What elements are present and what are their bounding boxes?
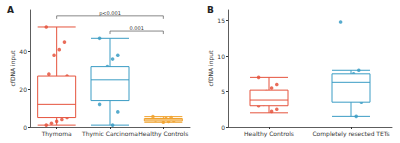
svg-text:B: B xyxy=(207,5,214,15)
svg-text:5: 5 xyxy=(221,88,225,95)
svg-text:0: 0 xyxy=(23,124,27,131)
svg-text:cfDNA input: cfDNA input xyxy=(207,50,215,87)
svg-text:A: A xyxy=(7,5,14,15)
svg-text:Healthy Controls: Healthy Controls xyxy=(138,130,188,138)
svg-text:20: 20 xyxy=(19,86,27,93)
svg-text:Healthy Controls: Healthy Controls xyxy=(244,130,294,138)
svg-text:Thymic Carcinoma: Thymic Carcinoma xyxy=(81,130,138,138)
svg-text:Thymoma: Thymoma xyxy=(41,130,72,138)
svg-text:0.001: 0.001 xyxy=(130,25,144,31)
svg-text:p<0.001: p<0.001 xyxy=(99,10,121,17)
svg-text:cfDNA input: cfDNA input xyxy=(9,50,17,87)
svg-text:10: 10 xyxy=(217,53,225,60)
svg-text:15: 15 xyxy=(217,17,225,24)
svg-text:0: 0 xyxy=(221,124,225,131)
svg-text:Completely resected TETs: Completely resected TETs xyxy=(312,130,389,138)
svg-text:40: 40 xyxy=(19,48,27,55)
